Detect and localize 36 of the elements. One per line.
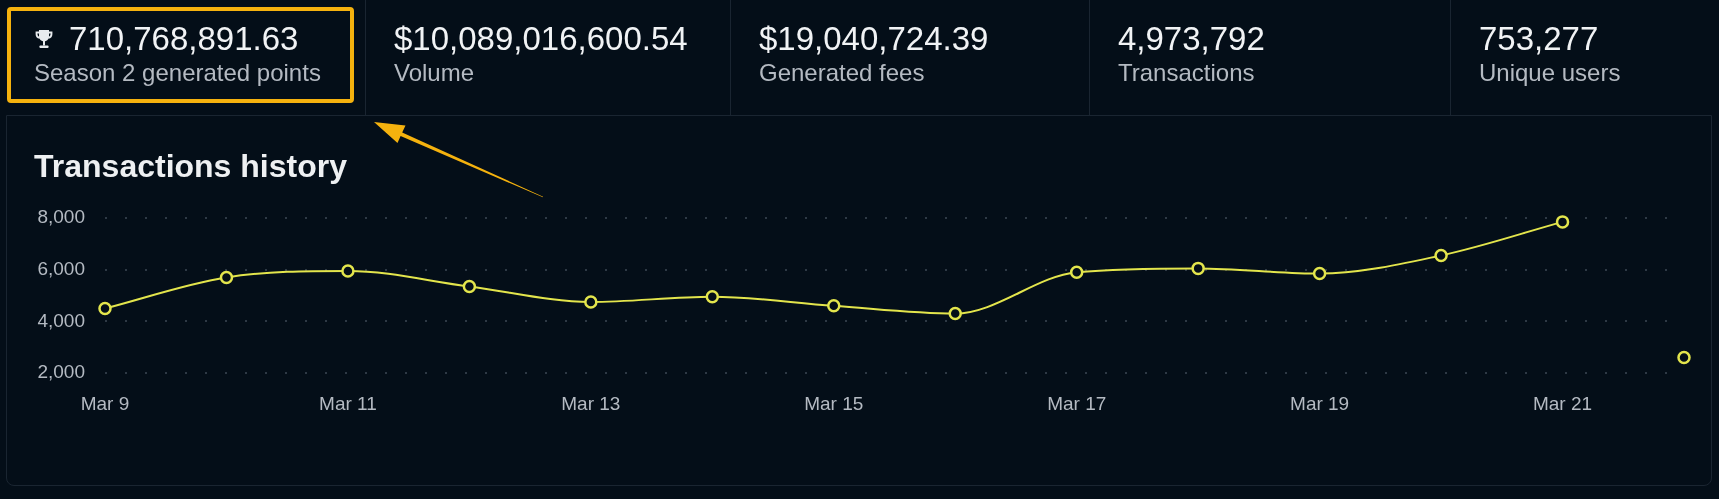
x-tick-label: Mar 13 xyxy=(561,392,621,414)
text: Volume xyxy=(394,59,475,86)
chart-title: Transactions history xyxy=(34,148,347,184)
text: 4,973,792 xyxy=(1118,20,1265,57)
point xyxy=(1434,248,1448,263)
point xyxy=(1555,215,1570,229)
x-tick-label: Mar 9 xyxy=(80,392,130,414)
x-tick-label: Mar 17 xyxy=(1047,392,1107,414)
point xyxy=(705,290,720,304)
point xyxy=(462,279,477,294)
point xyxy=(584,295,598,309)
point xyxy=(1312,266,1327,281)
text: Unique users xyxy=(1479,59,1621,86)
point xyxy=(98,301,112,316)
point xyxy=(341,264,355,278)
text: Transactions xyxy=(1118,59,1255,86)
text: Season 2 generated points xyxy=(34,59,321,86)
y-tick-label: 2,000 xyxy=(37,361,85,383)
text: $10,089,016,600.54 xyxy=(394,20,688,57)
text: 710,768,891.63 xyxy=(69,20,299,57)
y-tick-label: 8,000 xyxy=(37,206,85,228)
x-tick-label: Mar 19 xyxy=(1290,392,1350,414)
point xyxy=(1677,350,1691,365)
point xyxy=(1191,261,1205,276)
text: Generated fees xyxy=(759,59,925,86)
point xyxy=(827,299,841,313)
point xyxy=(1069,265,1084,279)
text: $19,040,724.39 xyxy=(759,20,989,57)
x-tick-label: Mar 21 xyxy=(1532,392,1593,414)
x-tick-label: Mar 11 xyxy=(319,392,377,414)
point xyxy=(219,270,234,285)
y-tick-label: 4,000 xyxy=(37,309,85,331)
x-tick-label: Mar 15 xyxy=(804,392,864,414)
point xyxy=(948,306,962,321)
y-tick-label: 6,000 xyxy=(37,257,85,279)
text: 753,277 xyxy=(1479,20,1599,57)
